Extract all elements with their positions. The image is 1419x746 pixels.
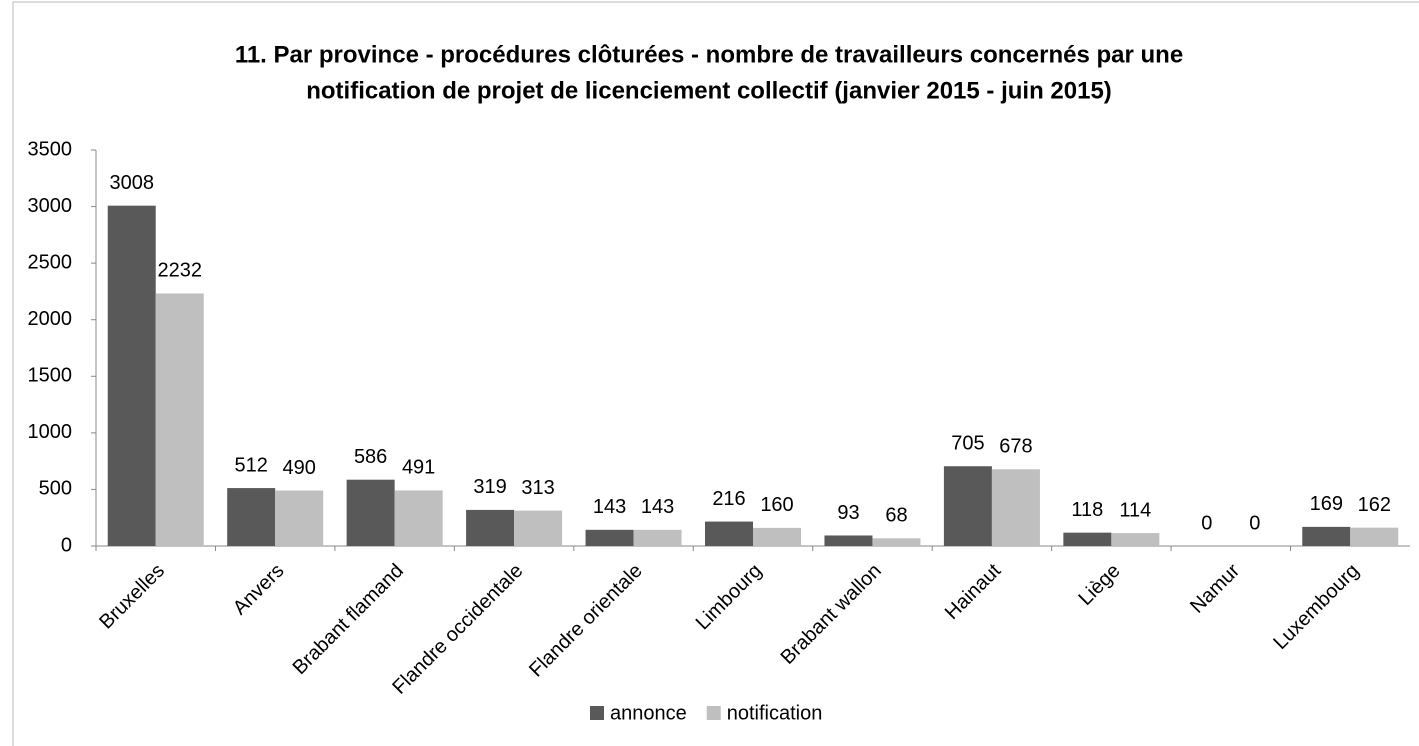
data-label: 118 [1071, 499, 1103, 521]
bar [705, 521, 753, 546]
bar [943, 466, 992, 546]
y-tick-label: 3000 [28, 195, 73, 217]
data-label: 491 [402, 457, 435, 479]
bar [1350, 527, 1399, 546]
bar [991, 469, 1040, 546]
data-label: 3008 [109, 172, 154, 194]
bar [275, 490, 324, 546]
bar [585, 529, 634, 546]
data-label: 162 [1358, 494, 1391, 516]
y-tick-label: 0 [61, 534, 72, 556]
data-label: 2232 [157, 260, 202, 282]
data-label: 586 [354, 446, 387, 468]
legend-swatch [590, 706, 604, 720]
bar [824, 535, 873, 546]
data-label: 143 [641, 496, 674, 518]
x-tick-label: Anvers [229, 560, 289, 620]
y-tick-label: 1000 [28, 421, 73, 443]
x-tick-label: Liège [1074, 560, 1124, 610]
data-label: 143 [593, 496, 626, 518]
data-label: 114 [1119, 499, 1151, 521]
data-label: 0 [1249, 512, 1260, 534]
data-label: 169 [1310, 493, 1343, 515]
x-tick-label: Bruxelles [95, 560, 169, 634]
y-tick-label: 2000 [28, 308, 73, 330]
legend-label: annonce [610, 702, 687, 724]
data-label: 313 [521, 477, 554, 499]
bar [633, 529, 682, 546]
bar [514, 510, 563, 546]
data-label: 319 [473, 476, 506, 498]
data-label: 490 [282, 457, 315, 479]
x-tick-label: Brabant wallon [777, 560, 886, 669]
data-label: 68 [885, 505, 907, 527]
chart-title: 11. Par province - procédures clôturées … [235, 41, 1183, 68]
bar [1063, 532, 1112, 546]
bar [394, 490, 443, 546]
x-tick-label: Limbourg [692, 560, 767, 635]
bar [872, 538, 921, 546]
y-tick-label: 1500 [28, 365, 73, 387]
data-label: 705 [951, 433, 984, 455]
legend-swatch [706, 706, 721, 720]
bar [227, 488, 276, 546]
x-tick-label: Flandre occidentale [388, 560, 527, 699]
x-tick-label: Brabant flamand [289, 560, 408, 679]
x-tick-label: Hainaut [941, 559, 1006, 624]
y-tick-label: 2500 [28, 251, 73, 273]
x-tick-label: Luxembourg [1269, 560, 1363, 654]
data-label: 0 [1201, 512, 1212, 534]
bar [107, 205, 156, 546]
bar [155, 293, 204, 546]
bar [1302, 526, 1351, 546]
data-label: 160 [760, 494, 793, 516]
bar [466, 509, 515, 546]
data-label: 216 [712, 488, 745, 510]
data-label: 93 [837, 502, 859, 524]
x-tick-label: Namur [1186, 559, 1244, 617]
data-label: 678 [999, 436, 1032, 458]
x-tick-label: Flandre orientale [525, 560, 647, 682]
legend-label: notification [727, 702, 823, 724]
bar [346, 479, 395, 546]
chart-border [12, 1, 1419, 746]
y-tick-label: 3500 [28, 138, 73, 160]
bar [753, 527, 801, 546]
data-label: 512 [234, 454, 267, 476]
bar [1111, 533, 1160, 546]
chart-title: notification de projet de licenciement c… [306, 77, 1112, 104]
y-tick-label: 500 [39, 478, 72, 500]
